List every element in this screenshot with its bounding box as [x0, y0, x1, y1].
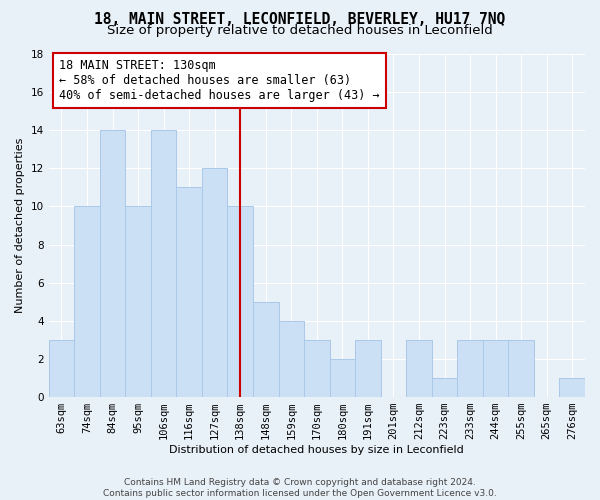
Bar	[49, 340, 74, 397]
Bar	[151, 130, 176, 397]
Text: 18, MAIN STREET, LECONFIELD, BEVERLEY, HU17 7NQ: 18, MAIN STREET, LECONFIELD, BEVERLEY, H…	[94, 12, 506, 28]
Bar	[125, 206, 151, 397]
Text: Size of property relative to detached houses in Leconfield: Size of property relative to detached ho…	[107, 24, 493, 37]
Bar	[329, 359, 355, 397]
Bar	[559, 378, 585, 397]
Bar	[202, 168, 227, 397]
Text: Contains HM Land Registry data © Crown copyright and database right 2024.
Contai: Contains HM Land Registry data © Crown c…	[103, 478, 497, 498]
Bar	[253, 302, 278, 397]
Bar	[227, 206, 253, 397]
Bar	[457, 340, 483, 397]
Y-axis label: Number of detached properties: Number of detached properties	[15, 138, 25, 313]
Bar	[278, 321, 304, 397]
Bar	[100, 130, 125, 397]
Text: 18 MAIN STREET: 130sqm
← 58% of detached houses are smaller (63)
40% of semi-det: 18 MAIN STREET: 130sqm ← 58% of detached…	[59, 59, 380, 102]
Bar	[432, 378, 457, 397]
Bar	[304, 340, 329, 397]
Bar	[74, 206, 100, 397]
Bar	[406, 340, 432, 397]
Bar	[483, 340, 508, 397]
X-axis label: Distribution of detached houses by size in Leconfield: Distribution of detached houses by size …	[169, 445, 464, 455]
Bar	[355, 340, 380, 397]
Bar	[176, 188, 202, 397]
Bar	[508, 340, 534, 397]
